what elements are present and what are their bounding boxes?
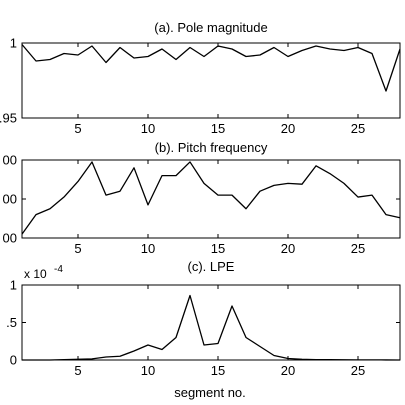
y-tick-label: .95: [0, 111, 17, 126]
x-tick-label: 20: [281, 363, 295, 378]
y-tick-label: .5: [6, 315, 17, 330]
y-tick-label: 00: [3, 192, 17, 207]
x-tick-label: 20: [281, 241, 295, 256]
panel-1: (a). Pole magnitude 5 10 15 20 25 .95 1: [0, 20, 401, 136]
y-tick-label: 00: [3, 153, 17, 168]
x-tick-label: 10: [141, 241, 155, 256]
x-tick-label: 15: [211, 121, 225, 136]
series-line-1: [22, 294, 401, 361]
panel-3: (c). LPE 5 10 15 20 25 0 .5 1 x 10 -4: [6, 259, 401, 378]
x-tick-label: 15: [211, 363, 225, 378]
x-tick-label: 5: [74, 363, 81, 378]
scale-factor-label: x 10: [24, 267, 47, 281]
panel-title: (b). Pitch frequency: [155, 140, 268, 155]
scale-exponent-label: -4: [54, 264, 63, 275]
y-tick-label: 1: [10, 36, 17, 51]
y-tick-label: 0: [10, 353, 17, 368]
x-tick-label: 5: [74, 241, 81, 256]
plot-frame: [21, 284, 401, 361]
series-line-1: [21, 161, 401, 235]
y-tick-label: 1: [10, 278, 17, 293]
plot-frame: [21, 159, 401, 239]
x-tick-label: 10: [141, 121, 155, 136]
x-axis-label: segment no.: [174, 385, 246, 400]
x-tick-label: 25: [351, 363, 365, 378]
x-tick-label: 10: [141, 363, 155, 378]
series-line-1: [21, 44, 401, 92]
x-tick-label: 5: [74, 121, 81, 136]
x-tick-label: 25: [351, 241, 365, 256]
x-tick-label: 25: [351, 121, 365, 136]
plot-frame: [21, 42, 401, 119]
x-tick-label: 20: [281, 121, 295, 136]
panel-2: (b). Pitch frequency 5 10 15 20 25 00 00 00: [3, 140, 401, 256]
y-tick-label: 00: [3, 231, 17, 246]
panel-title: (a). Pole magnitude: [154, 20, 267, 35]
x-tick-label: 15: [211, 241, 225, 256]
panel-title: (c). LPE: [188, 259, 235, 274]
